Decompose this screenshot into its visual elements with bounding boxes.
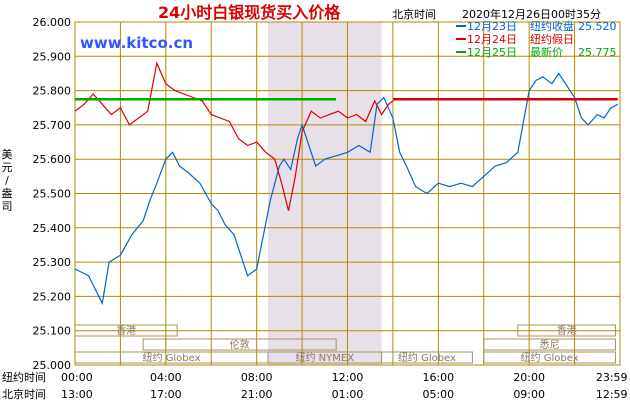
legend-label: 12月24日 [467,33,517,46]
series-line [74,72,618,306]
y-tick-label: 26.000 [33,16,72,29]
bj-tick-label: 01:00 [332,388,364,400]
y-tick-label: 25.900 [33,50,72,63]
session-label: 纽约 Globex [142,351,200,364]
timestamp: 2020年12月26日00时35分 [462,7,601,21]
series-line [74,61,394,211]
legend-desc: 纽约收盘 [530,19,574,33]
session-bar [483,338,616,351]
ny-tick-label: 00:00 [61,371,93,384]
legend-label: 12月25日 [467,46,517,59]
legend-desc: 最新价 [530,45,563,59]
bj-row-label: 北京时间 [2,387,46,400]
session-label: 悉尼 [540,339,560,351]
ny-tick-label: 20:00 [513,371,545,384]
y-tick-label: 25.400 [33,222,72,235]
y-tick-label: 25.500 [33,188,72,201]
y-label-char: / [5,174,9,187]
legend-value: 25.520 [578,20,617,33]
y-label-char: 司 [2,200,13,213]
session-label: 伦敦 [230,338,250,351]
ny-tick-label: 16:00 [422,371,454,384]
session-bar [381,351,473,364]
ny-tick-label: 08:00 [241,371,273,384]
ny-tick-label: 23:59 [596,371,628,384]
y-tick-label: 25.000 [33,359,72,372]
y-label-char: 美 [2,148,13,161]
session-bar [142,338,337,351]
session-bar [483,351,616,364]
bj-tick-label: 17:00 [150,388,182,400]
bj-tick-label: 09:00 [513,388,545,400]
bj-tick-label: 13:00 [61,388,93,400]
bj-tick-label: 05:00 [422,388,454,400]
plot-border [74,21,621,366]
ny-tick-label: 12:00 [332,371,364,384]
legend: 12月23日 纽约收盘 25.520 12月24日 纽约假日 12月25日 最新价 25.77… [456,19,617,59]
y-tick-label: 25.800 [33,85,72,98]
y-tick-label: 25.200 [33,290,72,303]
clock-label: 北京时间 [392,7,436,21]
bj-tick-label: 12:59 [596,388,628,400]
y-tick-label: 25.600 [33,153,72,166]
y-label-char: 元 [2,161,13,174]
y-tick-label: 25.700 [33,119,72,132]
session-label: 香港 [116,325,136,337]
site-watermark: www.kitco.cn [80,34,193,52]
y-axis-label: 美元/盎司 [2,148,13,213]
grid-lines [75,22,620,365]
x-axis-ticks: 00:00 04:00 08:00 12:00 16:00 20:00 23:59 13:00… [61,371,628,400]
legend-desc: 纽约假日 [530,32,574,46]
price-series [74,61,618,306]
bj-tick-label: 21:00 [241,388,273,400]
chart-title: 24小时白银现货买入价格 [158,3,341,22]
y-axis-ticks: 26.000 25.900 25.800 25.700 25.600 25.500 25.4… [33,16,72,372]
y-tick-label: 25.100 [33,325,72,338]
session-bar [517,324,616,337]
session-label: 香港 [557,325,577,337]
session-label: 纽约 Globex [521,351,579,364]
ny-row-label: 纽约时间 [2,370,46,384]
ny-tick-label: 04:00 [150,371,182,384]
y-tick-label: 25.300 [33,256,72,269]
legend-value: 25.775 [578,46,617,59]
session-label: 纽约 NYMEX [296,351,355,364]
legend-label: 12月23日 [467,20,517,33]
y-label-char: 盎 [2,186,13,200]
session-label: 纽约 Globex [398,351,456,364]
